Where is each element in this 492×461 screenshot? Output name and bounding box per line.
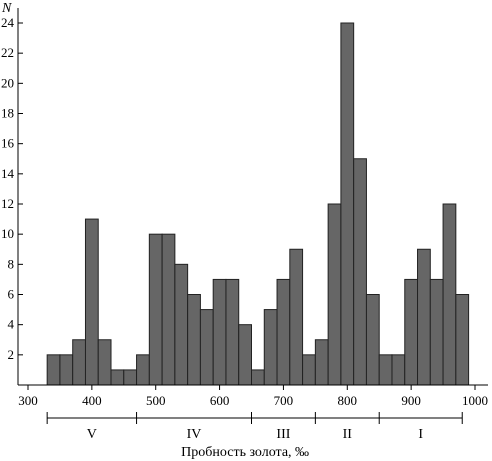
x-tick-label-300: 300 — [18, 393, 38, 408]
x-tick-label-800: 800 — [338, 393, 358, 408]
x-tick-label-700: 700 — [274, 393, 294, 408]
y-tick-label-6: 6 — [8, 287, 15, 302]
bar-330-350 — [46, 354, 61, 386]
y-tick-label-4: 4 — [8, 317, 15, 332]
bar-670-690 — [263, 309, 278, 386]
bar-530-550 — [174, 263, 189, 386]
bar-850-870 — [378, 354, 393, 386]
bar-890-910 — [404, 278, 419, 386]
group-brackets-layer: V IV III II I — [46, 412, 463, 442]
group-label-II: II — [343, 427, 353, 442]
bar-790-810 — [340, 22, 355, 386]
bar-610-630 — [225, 278, 240, 386]
group-label-V: V — [87, 427, 97, 442]
bar-950-970 — [442, 203, 457, 386]
bar-690-710 — [276, 278, 291, 386]
bar-830-850 — [365, 294, 380, 386]
bar-650-670 — [251, 369, 265, 386]
bar-450-470 — [123, 369, 138, 386]
y-tick-label-20: 20 — [1, 75, 14, 90]
x-tick-label-900: 900 — [401, 393, 421, 408]
x-ticks-layer: 300 400 500 600 700 800 900 1000 — [18, 385, 488, 408]
axes-layer — [17, 8, 488, 386]
y-tick-label-16: 16 — [1, 136, 15, 151]
bar-930-950 — [429, 278, 444, 386]
y-tick-label-22: 22 — [1, 45, 14, 60]
bar-810-830 — [353, 158, 367, 386]
group-label-I: I — [418, 427, 423, 442]
y-tick-label-14: 14 — [1, 166, 15, 181]
bar-750-770 — [314, 339, 329, 386]
y-tick-label-8: 8 — [8, 256, 15, 271]
bar-490-510 — [148, 233, 163, 386]
bar-770-790 — [327, 203, 342, 386]
bar-870-890 — [391, 354, 406, 386]
x-tick-label-500: 500 — [146, 393, 166, 408]
x-tick-label-1000: 1000 — [462, 393, 488, 408]
bar-570-590 — [199, 309, 214, 386]
bar-710-730 — [289, 248, 304, 386]
y-tick-label-18: 18 — [1, 106, 14, 121]
x-axis-title: Пробность золота, ‰ — [181, 445, 309, 460]
bar-430-450 — [110, 369, 125, 386]
bar-590-610 — [212, 278, 227, 386]
y-tick-label-24: 24 — [1, 15, 15, 30]
bars-layer — [46, 22, 470, 386]
y-tick-label-12: 12 — [1, 196, 14, 211]
bar-510-530 — [161, 233, 176, 386]
group-label-III: III — [276, 427, 290, 442]
x-tick-label-600: 600 — [210, 393, 230, 408]
y-tick-label-2: 2 — [8, 347, 15, 362]
bar-910-930 — [417, 248, 431, 386]
bar-730-750 — [302, 354, 316, 386]
bar-470-490 — [136, 354, 150, 386]
bar-370-390 — [72, 339, 86, 386]
y-axis-title: N — [1, 1, 12, 16]
group-label-IV: IV — [187, 427, 202, 442]
bar-350-370 — [59, 354, 74, 386]
bar-410-430 — [97, 339, 112, 386]
bar-550-570 — [187, 294, 201, 386]
y-tick-label-10: 10 — [1, 226, 14, 241]
bar-390-410 — [84, 218, 99, 386]
bar-630-650 — [238, 324, 252, 386]
x-tick-label-400: 400 — [82, 393, 102, 408]
bar-970-990 — [455, 294, 470, 386]
